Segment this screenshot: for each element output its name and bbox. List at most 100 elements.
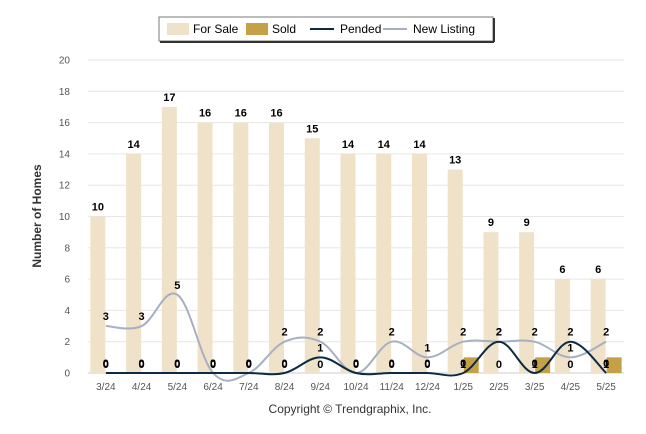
bar-for-sale	[90, 216, 106, 373]
x-tick-label: 2/25	[489, 382, 509, 393]
label-new-listing: 2	[389, 327, 395, 339]
label-pended: 0	[353, 358, 359, 370]
label-pended: 2	[567, 327, 573, 339]
x-tick-label: 5/25	[596, 382, 616, 393]
x-tick-label: 3/24	[96, 382, 116, 393]
bar-sold	[606, 357, 622, 373]
label-for-sale: 14	[378, 139, 391, 151]
legend-swatch	[167, 23, 189, 35]
label-pended: 0	[103, 358, 109, 370]
label-pended: 0	[424, 358, 430, 370]
legend-swatch	[246, 23, 268, 35]
label-sold: 0	[353, 359, 359, 371]
label-pended: 0	[460, 358, 466, 370]
bar-for-sale	[411, 153, 427, 373]
legend-label: New Listing	[413, 22, 475, 36]
label-for-sale: 13	[449, 155, 461, 167]
x-tick-label: 7/24	[239, 382, 259, 393]
label-sold: 0	[103, 359, 109, 371]
x-tick-label: 8/24	[275, 382, 295, 393]
label-for-sale: 17	[163, 92, 175, 104]
label-sold: 0	[317, 359, 323, 371]
x-tick-label: 1/25	[453, 382, 473, 393]
y-tick-label: 16	[59, 118, 71, 129]
label-for-sale: 6	[559, 264, 565, 276]
label-new-listing: 1	[424, 342, 430, 354]
x-tick-label: 9/24	[311, 382, 331, 393]
label-for-sale: 14	[413, 139, 426, 151]
label-new-listing: 2	[281, 327, 287, 339]
legend-label: For Sale	[193, 22, 239, 36]
label-pended: 0	[139, 358, 145, 370]
y-axis: 0 2 4 6 8 10 12 14 16 18 20	[59, 56, 71, 380]
line-pended	[105, 340, 607, 377]
label-for-sale: 16	[235, 108, 247, 120]
bar-for-sale	[376, 153, 392, 373]
label-new-listing: 0	[353, 358, 359, 370]
y-tick-label: 10	[59, 212, 71, 223]
bar-for-sale	[519, 232, 535, 373]
label-pended: 0	[281, 358, 287, 370]
bar-for-sale	[126, 153, 142, 373]
label-sold: 0	[389, 359, 395, 371]
x-axis: 3/24 4/24 5/24 6/24 7/24 8/24 9/24 10/24 11/24 12…	[96, 382, 616, 393]
label-pended: 0	[246, 358, 252, 370]
label-for-sale: 6	[595, 264, 601, 276]
label-new-listing: 3	[103, 311, 109, 323]
label-new-listing: 2	[532, 327, 538, 339]
label-sold: 1	[603, 359, 609, 371]
label-for-sale: 14	[342, 139, 355, 151]
copyright-footer: Copyright © Trendgraphix, Inc.	[269, 402, 432, 416]
label-for-sale: 9	[524, 217, 530, 229]
bar-for-sale	[340, 153, 356, 373]
label-sold: 0	[174, 359, 180, 371]
y-tick-label: 2	[64, 337, 70, 348]
bar-for-sale	[233, 122, 249, 373]
label-sold: 0	[496, 359, 502, 371]
label-for-sale: 15	[306, 123, 318, 135]
x-tick-label: 10/24	[343, 382, 368, 393]
label-sold: 0	[567, 359, 573, 371]
y-tick-label: 14	[59, 149, 71, 160]
label-sold: 1	[460, 359, 466, 371]
label-for-sale: 14	[127, 139, 140, 151]
label-sold: 0	[210, 359, 216, 371]
label-new-listing: 5	[174, 280, 180, 292]
label-pended: 0	[174, 358, 180, 370]
label-new-listing: 0	[246, 358, 252, 370]
bars	[90, 106, 622, 373]
label-new-listing: 2	[460, 327, 466, 339]
bar-for-sale	[197, 122, 213, 373]
label-pended: 0	[603, 358, 609, 370]
x-tick-label: 4/24	[132, 382, 152, 393]
label-new-listing: 2	[603, 327, 609, 339]
y-tick-label: 4	[64, 306, 70, 317]
label-new-listing: 3	[139, 311, 145, 323]
label-pended: 2	[496, 327, 502, 339]
label-new-listing: 2	[317, 327, 323, 339]
bar-for-sale	[483, 232, 499, 373]
bar-for-sale	[304, 138, 320, 373]
y-tick-label: 12	[59, 181, 71, 192]
label-sold: 0	[139, 359, 145, 371]
legend-label: Sold	[272, 22, 296, 36]
label-pended: 0	[532, 358, 538, 370]
x-tick-label: 12/24	[415, 382, 440, 393]
bar-for-sale	[161, 106, 177, 373]
y-tick-label: 8	[64, 243, 70, 254]
y-tick-label: 20	[59, 56, 71, 67]
label-sold: 0	[424, 359, 430, 371]
legend-label: Pended	[340, 22, 381, 36]
label-for-sale: 16	[270, 108, 282, 120]
label-new-listing: 2	[496, 327, 502, 339]
label-sold: 0	[281, 359, 287, 371]
y-tick-label: 0	[64, 369, 70, 380]
label-sold: 0	[246, 359, 252, 371]
x-tick-label: 5/24	[168, 382, 188, 393]
x-tick-label: 11/24	[380, 382, 405, 393]
label-for-sale: 10	[92, 202, 104, 214]
x-tick-label: 6/24	[203, 382, 223, 393]
y-tick-label: 6	[64, 275, 70, 286]
